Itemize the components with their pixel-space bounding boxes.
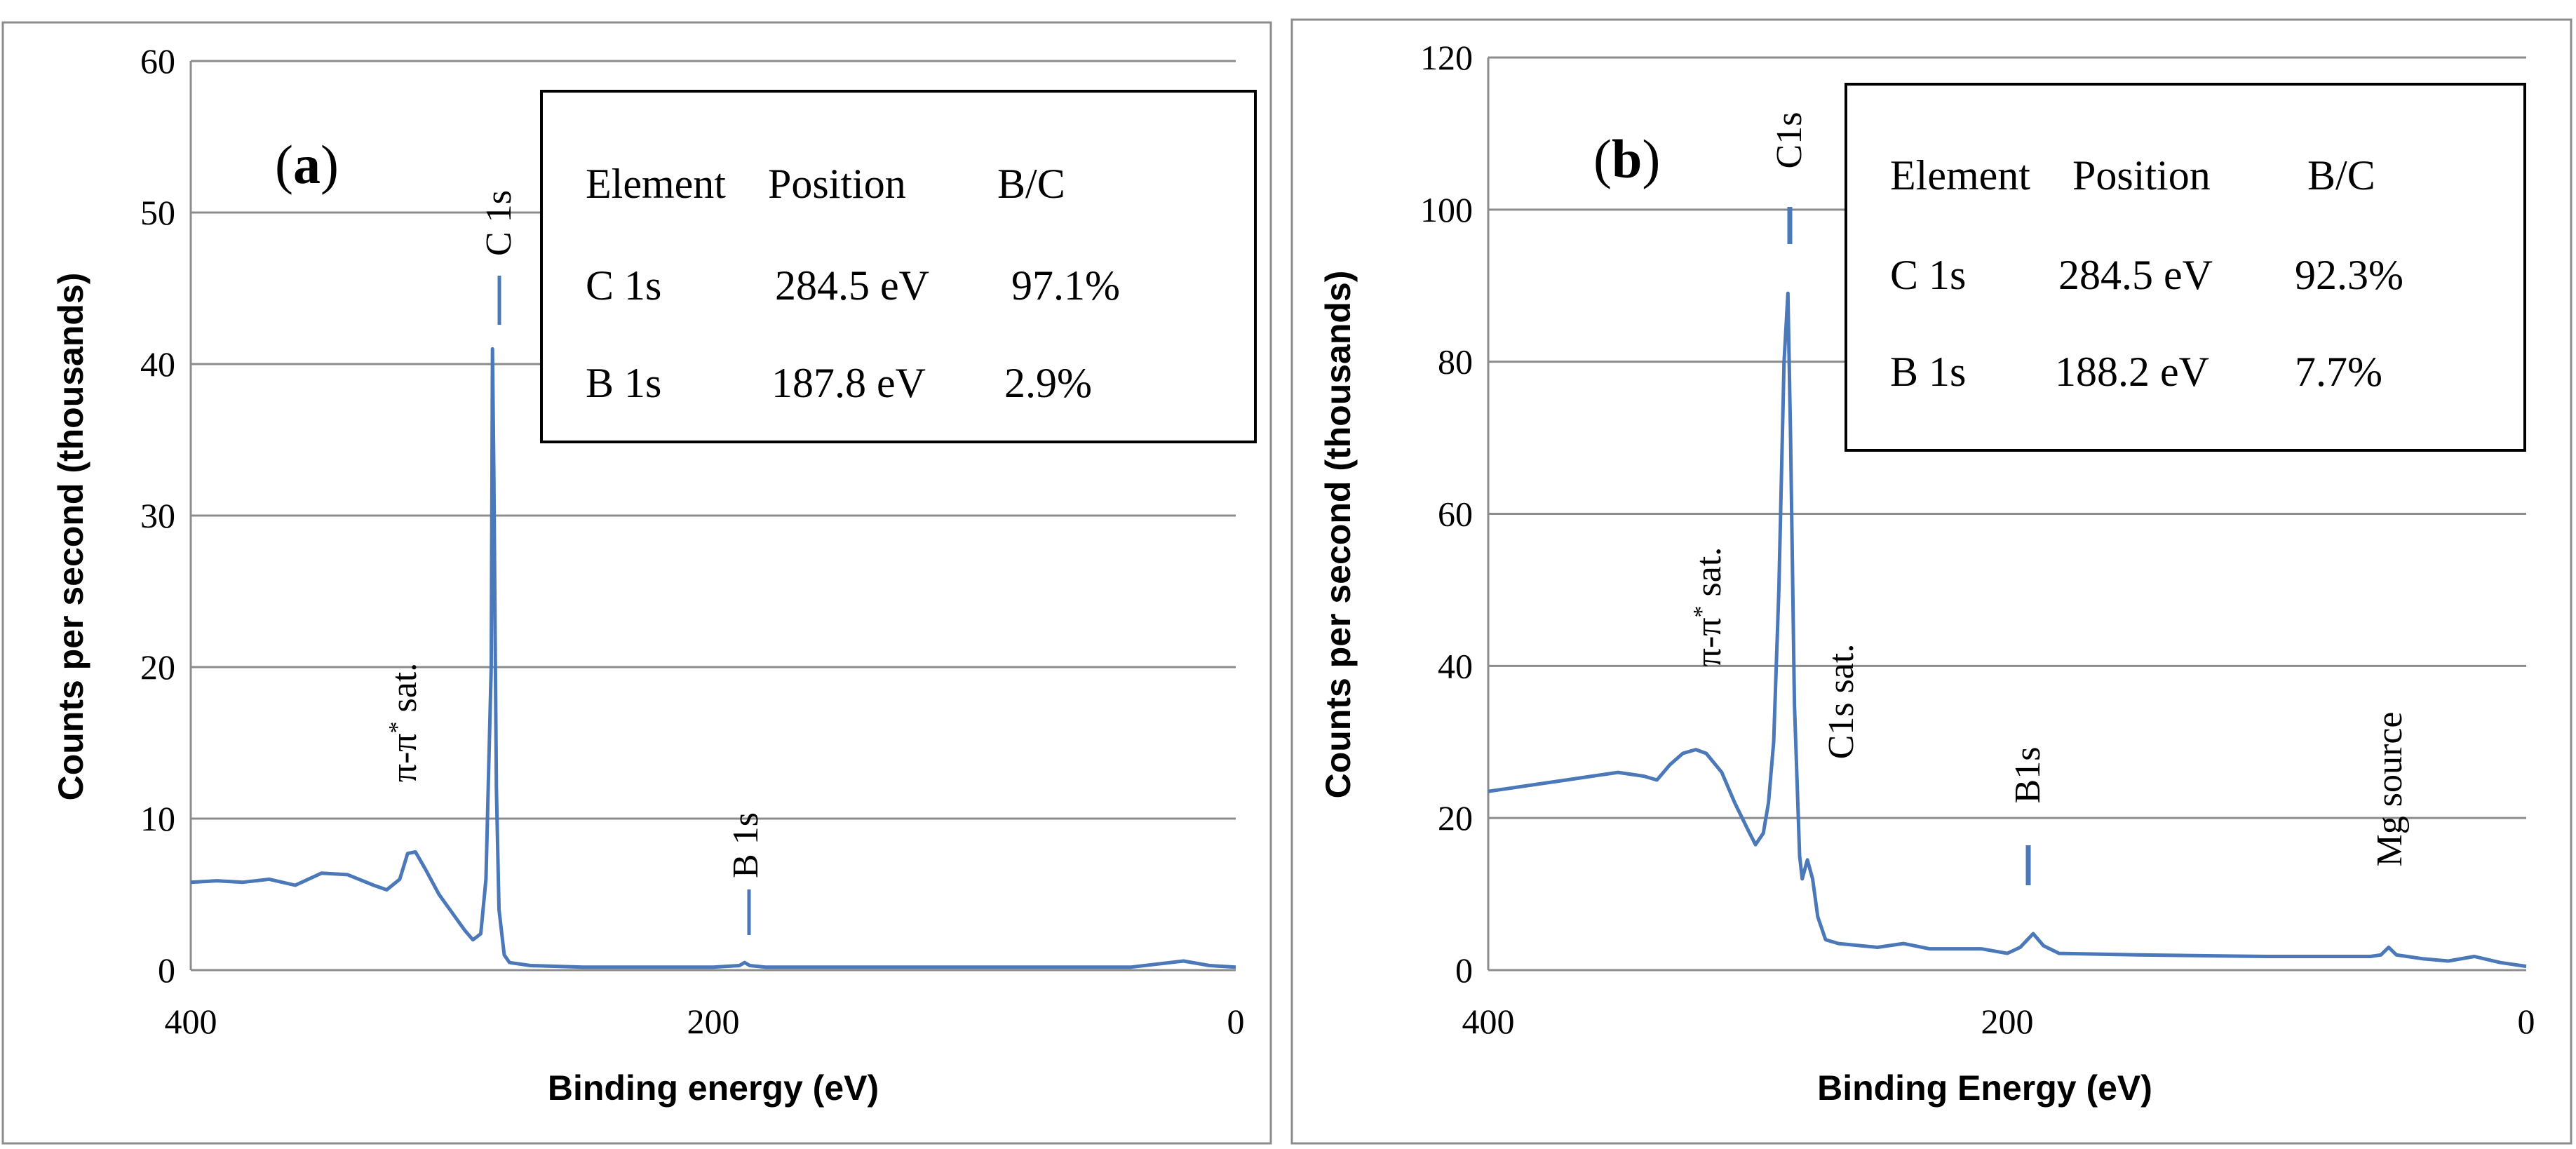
- panel-b-x-tick-labels: 400 200 0: [1462, 1002, 2535, 1041]
- panel-b-c1s-annotation: C1s: [1769, 112, 1809, 169]
- panel-b-y-tick-label: 0: [1455, 950, 1473, 990]
- panel-b-table-box: [1845, 83, 2526, 452]
- panel-b-pi-text: π-π: [1689, 617, 1729, 666]
- panel-b-y-tick-labels: 0 20 40 60 80 100 120: [1420, 38, 1473, 990]
- panel-b-x-tick-label: 400: [1462, 1002, 1515, 1041]
- panel-a-y-tick-label: 10: [140, 799, 175, 838]
- panel-a-b1s-annotation: B 1s: [726, 812, 766, 878]
- panel-b-table-row1-position: 284.5 eV: [2058, 252, 2213, 298]
- panel-a-y-tick-label: 20: [140, 647, 175, 687]
- panel-a-table-row1-bc: 97.1%: [1011, 262, 1120, 309]
- panel-a-axes: [189, 61, 1236, 972]
- panel-b-c1s-sat-annotation: C1s sat.: [1821, 644, 1861, 760]
- panel-b-y-tick-label: 20: [1438, 798, 1473, 838]
- chart-panel-a: 0 10 20 30 40 50 60 400 200 0 Counts per second …: [1, 21, 1272, 1145]
- panel-a-spectrum-line: [190, 347, 1236, 969]
- panel-b-table-row1-element: C 1s: [1890, 252, 1966, 298]
- panel-b-y-axis-title: Counts per second (thousands): [1319, 271, 1358, 799]
- panel-a-pi-suffix: sat.: [384, 663, 424, 722]
- panel-b-y-tick-label: 120: [1420, 38, 1473, 77]
- panel-b-y-tick-label: 100: [1420, 190, 1473, 229]
- panel-b-label-letter: b: [1612, 128, 1642, 189]
- panel-a-table-header-bc: B/C: [997, 161, 1065, 207]
- panel-b-pi-suffix: sat.: [1689, 547, 1729, 606]
- panel-a-x-tick-label: 0: [1227, 1002, 1245, 1041]
- panel-b-y-tick-label: 60: [1438, 495, 1473, 534]
- panel-a-x-tick-label: 400: [165, 1002, 217, 1041]
- panel-a-pi-satellite-annotation: π-π* sat.: [384, 663, 424, 783]
- panel-a-y-tick-label: 40: [140, 344, 175, 384]
- panel-b-table-header-position: Position: [2072, 152, 2211, 199]
- panel-b-axes: [1487, 58, 2526, 972]
- panel-b-table-row2-element: B 1s: [1890, 349, 1966, 395]
- panel-a-table-box: [540, 90, 1257, 443]
- panel-a-y-tick-label: 60: [140, 41, 175, 81]
- panel-a-y-tick-label: 50: [140, 193, 175, 232]
- panel-b-b1s-annotation: B1s: [2008, 747, 2048, 804]
- panel-a-y-tick-label: 30: [140, 496, 175, 535]
- panel-b-table-row2-bc: 7.7%: [2295, 349, 2382, 395]
- panel-a-x-tick-label: 200: [687, 1002, 740, 1041]
- panel-a-table-row2-element: B 1s: [586, 360, 661, 406]
- panel-a-x-tick-labels: 400 200 0: [165, 1002, 1245, 1041]
- panel-b-table-row2-position: 188.2 eV: [2055, 349, 2209, 395]
- panel-b-table-header-element: Element: [1890, 152, 2030, 199]
- panel-a-label-letter: a: [293, 134, 321, 195]
- panel-a-table-header-position: Position: [768, 161, 906, 207]
- panel-b-x-axis-title: Binding Energy (eV): [1817, 1068, 2152, 1108]
- panel-a-pi-text: π-π: [384, 733, 424, 782]
- panel-b-pi-satellite-annotation: π-π* sat.: [1689, 547, 1729, 667]
- panel-a-y-axis-title: Counts per second (thousands): [51, 273, 90, 801]
- panel-a-table-row2-position: 187.8 eV: [771, 360, 926, 406]
- panel-a-pi-superscript: *: [384, 721, 410, 733]
- panel-b-y-tick-label: 80: [1438, 342, 1473, 382]
- panel-a-table-row1-position: 284.5 eV: [775, 262, 929, 309]
- panel-a-y-tick-labels: 0 10 20 30 40 50 60: [140, 41, 175, 990]
- panel-b-label: (b): [1593, 128, 1660, 189]
- panel-b-table-row1-bc: 92.3%: [2295, 252, 2403, 298]
- panel-a-c1s-annotation: C 1s: [479, 190, 519, 256]
- panel-b-x-tick-label: 200: [1981, 1002, 2034, 1041]
- panel-b-pi-superscript: *: [1689, 605, 1715, 617]
- panel-b-table-header-bc: B/C: [2307, 152, 2375, 199]
- panel-b-mg-source-annotation: Mg source: [2370, 712, 2410, 867]
- panel-a-x-axis-title: Binding energy (eV): [548, 1068, 879, 1108]
- panel-a-table-row2-bc: 2.9%: [1004, 360, 1092, 406]
- panel-a-label: (a): [275, 134, 339, 195]
- panel-b-x-tick-label: 0: [2518, 1002, 2535, 1041]
- panel-a-table-row1-element: C 1s: [586, 262, 661, 309]
- panel-a-table-header-element: Element: [586, 161, 726, 207]
- panel-b-spectrum-line: [1488, 291, 2527, 969]
- panel-a-y-tick-label: 0: [158, 950, 175, 990]
- panel-b-y-tick-label: 40: [1438, 646, 1473, 685]
- chart-panel-b: 0 20 40 60 80 100 120 400 200 0 Counts per secon…: [1290, 18, 2572, 1145]
